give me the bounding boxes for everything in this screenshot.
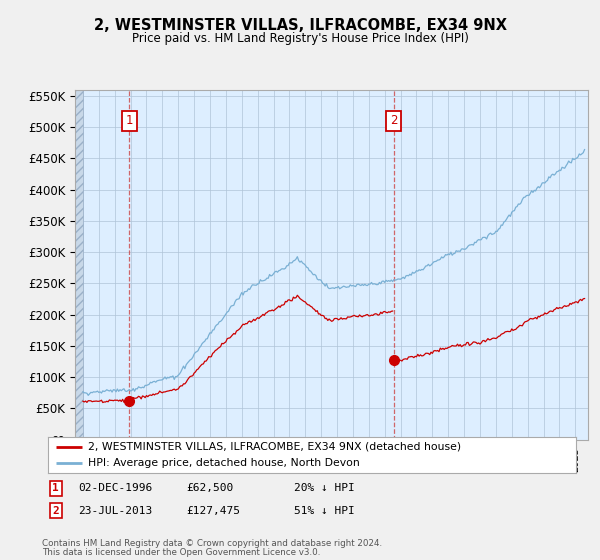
Text: 2, WESTMINSTER VILLAS, ILFRACOMBE, EX34 9NX (detached house): 2, WESTMINSTER VILLAS, ILFRACOMBE, EX34 … (88, 442, 461, 451)
Text: 20% ↓ HPI: 20% ↓ HPI (294, 483, 355, 493)
Text: £62,500: £62,500 (186, 483, 233, 493)
Text: 02-DEC-1996: 02-DEC-1996 (78, 483, 152, 493)
Text: 2, WESTMINSTER VILLAS, ILFRACOMBE, EX34 9NX: 2, WESTMINSTER VILLAS, ILFRACOMBE, EX34 … (94, 18, 506, 32)
Text: 1: 1 (125, 114, 133, 127)
Text: HPI: Average price, detached house, North Devon: HPI: Average price, detached house, Nort… (88, 459, 359, 468)
Text: 2: 2 (390, 114, 397, 127)
Text: 51% ↓ HPI: 51% ↓ HPI (294, 506, 355, 516)
Text: This data is licensed under the Open Government Licence v3.0.: This data is licensed under the Open Gov… (42, 548, 320, 557)
Text: Price paid vs. HM Land Registry's House Price Index (HPI): Price paid vs. HM Land Registry's House … (131, 31, 469, 45)
Text: £127,475: £127,475 (186, 506, 240, 516)
Text: 23-JUL-2013: 23-JUL-2013 (78, 506, 152, 516)
Text: Contains HM Land Registry data © Crown copyright and database right 2024.: Contains HM Land Registry data © Crown c… (42, 539, 382, 548)
Text: 1: 1 (52, 483, 59, 493)
Text: 2: 2 (52, 506, 59, 516)
